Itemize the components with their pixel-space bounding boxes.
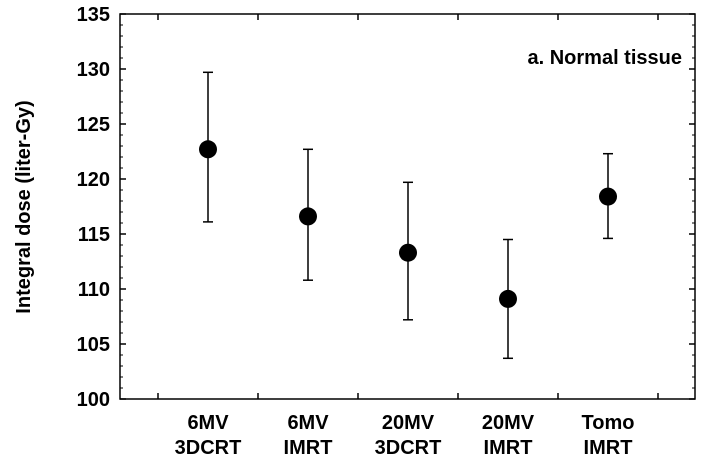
x-tick-label: 3DCRT <box>175 437 242 459</box>
x-tick-label: 20MV <box>482 412 535 434</box>
axes <box>119 13 696 400</box>
x-tick-label: 3DCRT <box>375 437 442 459</box>
data-marks <box>199 71 617 360</box>
y-tick-label: 120 <box>77 169 110 191</box>
y-tick-label: 115 <box>78 224 110 246</box>
y-tick-label: 105 <box>77 334 110 356</box>
data-point <box>399 243 417 262</box>
x-tick-labels: 6MV 3DCRT 6MV IMRT 20MV 3DCRT 20MV IMRT Tomo IMRT <box>157 14 659 459</box>
y-tick-label: 135 <box>77 4 110 26</box>
y-tick-label: 100 <box>77 389 110 411</box>
data-point <box>599 187 617 206</box>
y-axis-title: Integral dose (liter-Gy) <box>13 100 35 313</box>
x-tick-label: 20MV <box>382 412 435 434</box>
y-ticks: 100 105 110 115 120 125 130 135 <box>77 4 695 411</box>
x-tick-label: 6MV <box>287 412 329 434</box>
y-tick-label: 125 <box>77 114 110 136</box>
y-tick-label: 130 <box>77 59 110 81</box>
y-tick-label: 110 <box>78 279 110 301</box>
x-tick-label: 6MV <box>187 412 229 434</box>
data-point <box>199 140 217 159</box>
x-tick-label: IMRT <box>584 437 633 459</box>
data-point <box>499 289 517 308</box>
x-tick-label: IMRT <box>484 437 533 459</box>
chart-annotation: a. Normal tissue <box>527 47 682 69</box>
plot-frame <box>119 13 696 400</box>
x-tick-label: IMRT <box>284 437 333 459</box>
data-point <box>299 207 317 226</box>
x-tick-label: Tomo <box>582 412 635 434</box>
